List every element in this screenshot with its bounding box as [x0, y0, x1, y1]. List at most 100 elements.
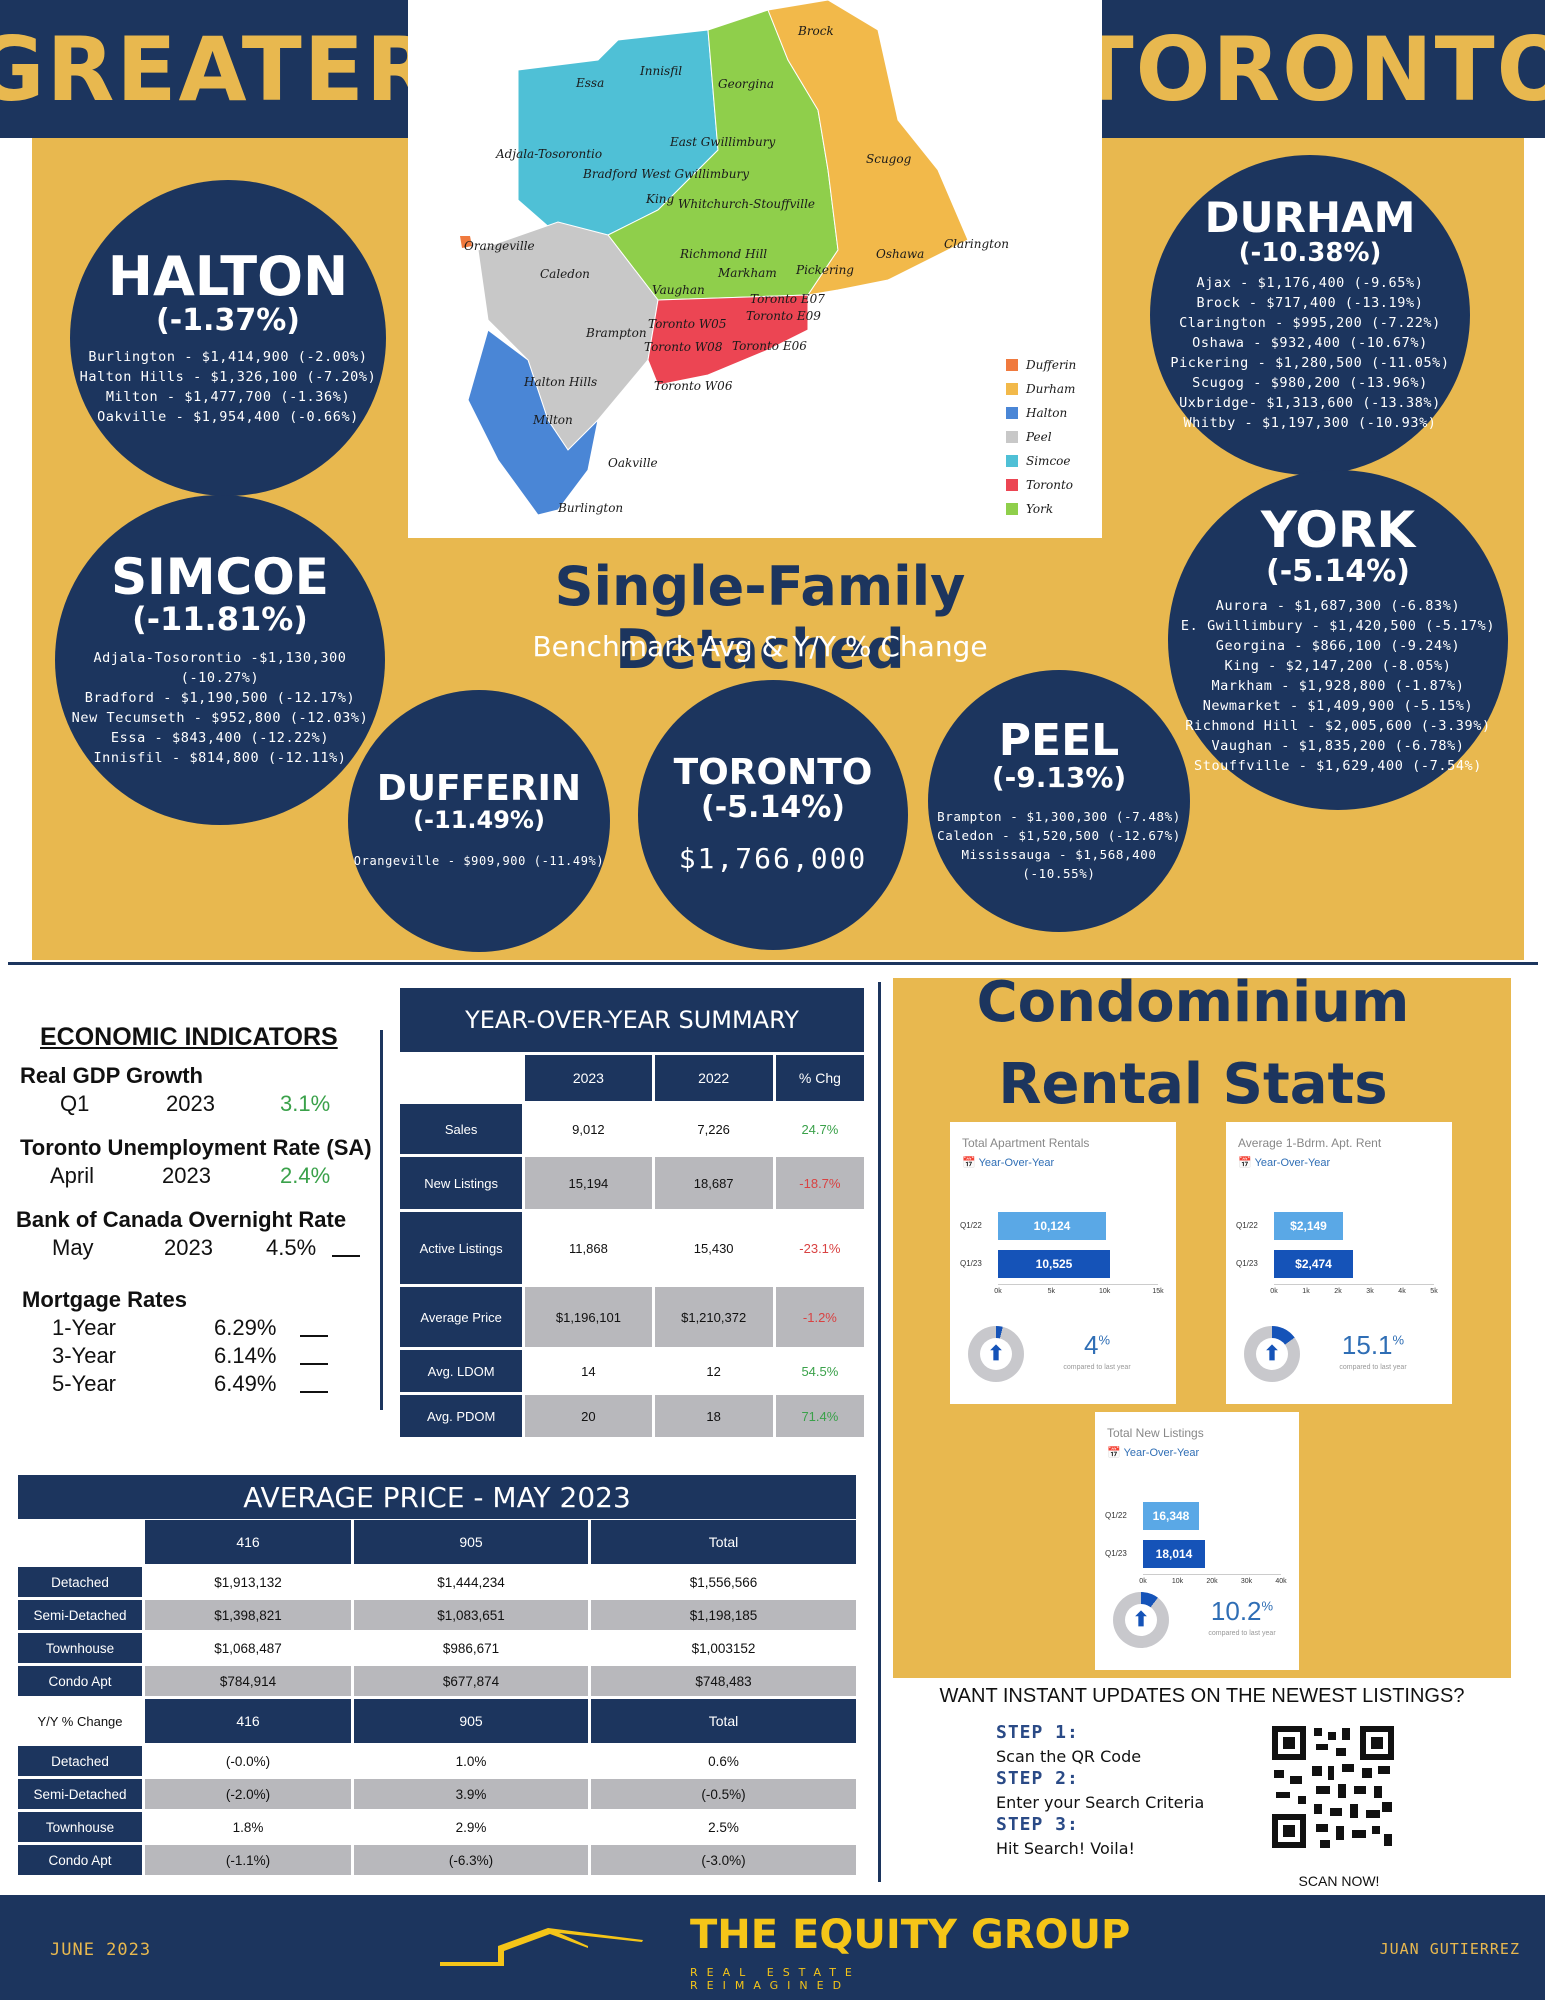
map-label: Caledon	[540, 267, 590, 281]
map-toronto	[647, 294, 809, 386]
durham-circle: DURHAM (-10.38%) Ajax - $1,176,400 (-9.6…	[1150, 155, 1470, 475]
boc-value: 4.5%	[266, 1235, 317, 1260]
condo-title-line2: Rental Stats	[998, 1052, 1388, 1117]
simcoe-circle: SIMCOE (-11.81%) Adjala-Tosorontio -$1,1…	[55, 495, 385, 825]
step-text: Scan the QR Code	[996, 1747, 1142, 1766]
legend-label: Halton	[1025, 406, 1067, 420]
card-title: Total New Listings	[1107, 1426, 1204, 1440]
scan-now: SCAN NOW!	[1298, 1873, 1380, 1889]
mortgage-term: 3-Year	[52, 1343, 117, 1368]
region-name: HALTON	[107, 244, 349, 308]
mortgage-dash	[300, 1363, 328, 1365]
brand-logo-icon	[438, 1918, 648, 1978]
condo-stat-card: Average 1-Bdrm. Apt. Rent 📅 Year-Over-Yea…	[1226, 1122, 1452, 1404]
chart-axis	[1143, 1574, 1281, 1575]
change-note: compared to last year	[1208, 1630, 1276, 1637]
card-title: Average 1-Bdrm. Apt. Rent	[1238, 1136, 1382, 1150]
region-list: Ajax - $1,176,400 (-9.65%) Brock - $717,…	[1170, 275, 1450, 432]
col-header: 2023	[525, 1055, 652, 1101]
legend-label: Simcoe	[1026, 454, 1070, 468]
econ-title: ECONOMIC INDICATORS	[40, 1023, 338, 1051]
step-text: Enter your Search Criteria	[996, 1793, 1205, 1812]
region-pct: (-9.13%)	[991, 760, 1127, 794]
card-title: Total Apartment Rentals	[962, 1136, 1090, 1150]
chart-axis	[1274, 1284, 1434, 1285]
region-list: Brampton - $1,300,300 (-7.48%) Caledon -…	[937, 809, 1181, 882]
map-label: Toronto E09	[746, 309, 821, 323]
mortgage-term: 1-Year	[52, 1315, 117, 1340]
axis-tick-label: 0k	[994, 1288, 1002, 1295]
brand-tagline: REAL ESTATE REIMAGINED	[690, 1966, 861, 1992]
region-name: DUFFERIN	[376, 767, 582, 809]
boc-period: May	[52, 1235, 94, 1260]
region-map-svg: Brock Essa Innisfil Georgina Adjala-Toso…	[460, 0, 1076, 516]
step-heading: STEP 1:	[996, 1722, 1079, 1743]
cta-heading: WANT INSTANT UPDATES ON THE NEWEST LISTI…	[939, 1685, 1465, 1707]
legend-label: Durham	[1025, 382, 1075, 396]
region-list: Orangeville - $909,900 (-11.49%)	[353, 854, 605, 869]
change-value: 10.2%	[1210, 1596, 1274, 1626]
map-label: Georgina	[718, 77, 774, 91]
mortgage-rate: 6.29%	[214, 1315, 277, 1340]
table-row: Detached $1,913,132 $1,444,234 $1,556,56…	[18, 1567, 856, 1597]
map-label: East Gwillimbury	[669, 135, 775, 149]
legend-swatch	[1006, 383, 1018, 395]
header-toronto: TORONTO	[1074, 0, 1545, 138]
table-row: Detached (-0.0%) 1.0% 0.6%	[18, 1746, 856, 1776]
table-header-row: 2023 2022 % Chg	[400, 1055, 864, 1101]
map-label: Toronto E07	[750, 292, 825, 306]
map-label: Oshawa	[876, 247, 924, 261]
card-subtitle: 📅 Year-Over-Year	[950, 1150, 1176, 1169]
mortgage-rate: 6.14%	[214, 1343, 277, 1368]
step-text: Hit Search! Voila!	[996, 1839, 1135, 1858]
footer	[0, 1895, 1545, 2000]
header-greater: GREATER	[0, 0, 434, 138]
qr-code[interactable]	[1272, 1726, 1394, 1848]
region-name: SIMCOE	[111, 548, 329, 607]
gdp-value: 3.1%	[280, 1091, 331, 1116]
step-heading: STEP 2:	[996, 1768, 1079, 1789]
boc-label: Bank of Canada Overnight Rate	[16, 1207, 347, 1232]
table-row: New Listings 15,194 18,687 -18.7%	[400, 1157, 864, 1209]
axis-tick-label: 0k	[1270, 1288, 1278, 1295]
map-label: Adjala-Tosorontio	[495, 147, 602, 161]
mortgage-rate: 6.49%	[214, 1371, 277, 1396]
region-name: PEEL	[998, 714, 1120, 766]
legend-label: York	[1026, 502, 1053, 516]
sfd-subtitle: Benchmark Avg & Y/Y % Change	[532, 630, 988, 663]
legend-swatch	[1006, 479, 1018, 491]
change-donut: ⬆	[968, 1326, 1024, 1382]
change-value: 15.1%	[1341, 1330, 1405, 1360]
mortgage-label: Mortgage Rates	[22, 1287, 188, 1312]
axis-tick-label: 0k	[1139, 1578, 1147, 1585]
dufferin-circle: DUFFERIN (-11.49%) Orangeville - $909,90…	[348, 690, 610, 952]
step-heading: STEP 3:	[996, 1814, 1079, 1835]
change-donut: ⬆	[1113, 1592, 1169, 1648]
table-row: Townhouse $1,068,487 $986,671 $1,003152	[18, 1633, 856, 1663]
change-donut: ⬆	[1244, 1326, 1300, 1382]
map-label: Brock	[797, 24, 834, 38]
map-label: Orangeville	[464, 239, 535, 253]
avg-title: AVERAGE PRICE - MAY 2023	[18, 1475, 856, 1519]
mortgage-dash	[300, 1391, 328, 1393]
card-subtitle: 📅 Year-Over-Year	[1095, 1440, 1299, 1459]
table-row: Semi-Detached $1,398,821 $1,083,651 $1,1…	[18, 1600, 856, 1630]
econ-divider	[380, 1030, 383, 1410]
region-map: Brock Essa Innisfil Georgina Adjala-Toso…	[408, 0, 1102, 538]
axis-tick-label: 4k	[1398, 1288, 1406, 1295]
axis-tick-label: 30k	[1240, 1578, 1253, 1585]
york-circle: YORK (-5.14%) Aurora - $1,687,300 (-6.83…	[1168, 470, 1508, 810]
map-label: Oakville	[608, 456, 658, 470]
map-label: Markham	[717, 266, 777, 280]
legend-swatch	[1006, 503, 1018, 515]
region-pct: (-5.14%)	[701, 790, 845, 825]
cta-steps: STEP 1: Scan the QR Code STEP 2: Enter y…	[996, 1722, 1296, 1858]
axis-tick-label: 5k	[1047, 1288, 1056, 1295]
table-row: Sales 9,012 7,226 24.7%	[400, 1104, 864, 1154]
map-label: Clarington	[944, 237, 1009, 251]
axis-tick-label: 1k	[1302, 1288, 1310, 1295]
condo-stat-card: Total New Listings 📅 Year-Over-Year Q1/22 1…	[1095, 1412, 1299, 1670]
chart-axis	[998, 1284, 1158, 1285]
map-label: Toronto W05	[648, 317, 726, 331]
map-label: Whitchurch-Stouffville	[678, 197, 815, 211]
